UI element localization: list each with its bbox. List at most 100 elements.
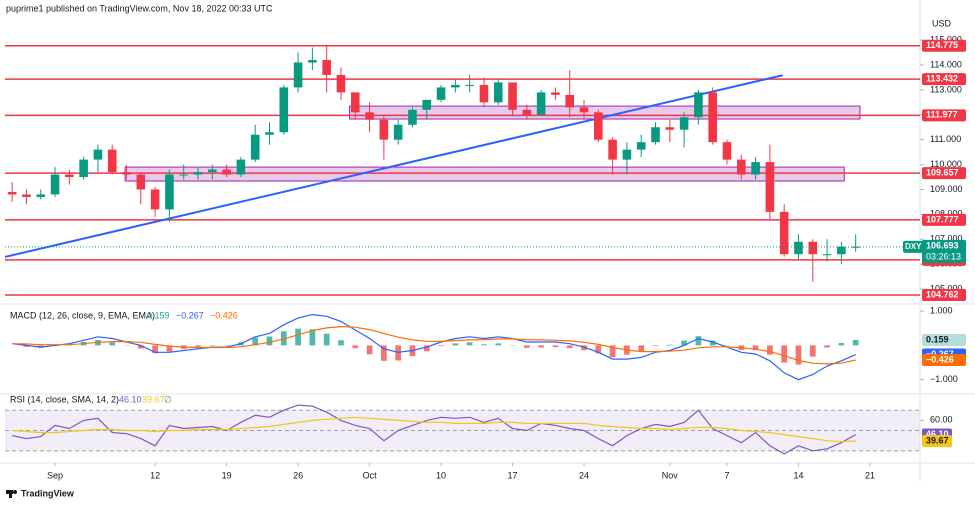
y-tick-label: 60.00 [930,415,953,425]
level-box [922,39,966,52]
candle-body [737,159,746,175]
histogram-bar [152,345,158,354]
histogram-bar [195,345,201,347]
candle-body [336,74,346,93]
candle-body [93,149,103,160]
candle-body [794,241,803,255]
candle-body [122,172,131,175]
macd-line [12,325,856,365]
candle-body [808,241,818,255]
level-label: 107.777 [926,214,959,224]
level-label: 104.762 [926,289,959,299]
candle-body [222,169,231,175]
candle-body [679,117,689,130]
x-tick-label: 7 [724,470,729,480]
histogram-bar [809,345,816,357]
level-label: 113.432 [926,74,958,84]
axis-unit: USD [932,18,952,28]
histogram-bar [266,336,273,346]
histogram-bar [495,343,502,346]
histogram-bar [309,329,316,346]
y-tick-label: −1.000 [930,374,958,384]
symbol-box [903,240,923,253]
x-tick-label: 14 [793,470,803,480]
x-tick-label: 17 [508,470,518,480]
legend-value: 46.10 [119,394,142,404]
candle-body [22,194,31,197]
histogram-bar [438,345,444,347]
candle-body [722,142,732,160]
candle-body [536,92,546,115]
histogram-last-box [922,333,966,346]
sma-last-label: 39.67 [926,435,949,445]
candle-body [165,174,174,210]
candle-body [665,127,675,130]
histogram-bar [695,336,702,346]
rsi-line [11,404,856,455]
candle-body [322,60,331,75]
x-tick-label: 19 [222,470,232,480]
candle-body [551,92,560,95]
candle-body [208,169,217,173]
histogram-bar [166,345,173,352]
candle-body [751,162,760,175]
series-last-label: −0.267 [926,349,954,359]
candle-body [36,194,46,197]
legend-value: 0.159 [147,310,170,320]
legend-value: 39.67 [142,394,165,404]
histogram-bar [323,333,330,346]
y-tick-label: 115.000 [930,34,962,44]
candle-body [308,60,317,63]
candle-body [408,109,417,125]
y-tick-label: 110.000 [930,159,962,169]
candle-body [365,112,374,120]
histogram-bar [666,344,673,346]
candle-body [65,174,74,178]
level-label: 109.657 [926,167,959,177]
rsi-line [12,416,856,443]
x-tick-label: 10 [436,470,446,480]
candle-body [79,159,88,178]
macd-line [12,313,856,381]
series-last-label: −0.426 [926,354,954,364]
candle-body [350,92,360,113]
candle-body [594,112,603,140]
histogram-bar [581,345,587,351]
histogram-bar [609,345,616,358]
level-box [922,288,966,301]
candle-body [50,174,60,195]
histogram-bar [652,345,659,347]
histogram-bar [295,328,301,346]
candle-body [636,142,646,150]
histogram-bar [752,345,759,351]
y-tick-label: 108.000 [930,209,963,219]
candle-body [508,82,517,110]
candle-body [822,254,832,256]
candle-body [179,174,188,176]
candle-body [779,211,789,255]
y-tick-label: 109.000 [930,184,963,194]
rsi-last-label: 46.10 [926,429,949,439]
trendline [4,74,783,258]
histogram-bar [252,337,259,346]
y-tick-label: 114.000 [930,59,962,69]
candle-body [493,82,503,103]
y-tick-label: 113.000 [930,84,962,94]
x-tick-label: 12 [150,470,160,480]
countdown-label: 03:26:13 [926,251,961,261]
level-box [922,167,966,180]
histogram-bar [466,342,473,346]
histogram-bar [595,345,602,354]
candle-body [393,124,403,140]
histogram-bar [781,345,788,363]
histogram-bar [423,345,430,352]
histogram-bar [352,345,359,349]
legend-extra: ∅ [164,394,172,404]
candle-body [579,107,589,113]
candle-body [765,162,775,212]
histogram-last-label: 0.159 [926,334,949,344]
candle-body [565,94,575,108]
candle-body [451,84,460,88]
histogram-bar [838,343,845,346]
